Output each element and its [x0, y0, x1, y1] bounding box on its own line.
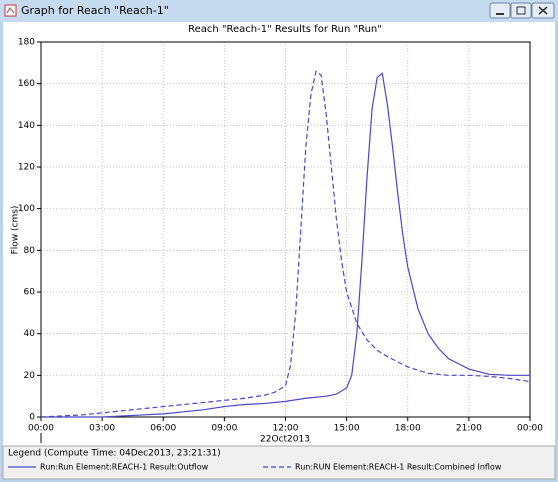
y-tick-label: 0	[29, 413, 35, 423]
y-tick-label: 120	[18, 163, 35, 173]
legend-panel	[2, 445, 556, 480]
y-tick-label: 100	[18, 204, 35, 214]
x-tick-label: 21:00	[456, 424, 482, 434]
x-tick-label: 15:00	[334, 424, 360, 434]
x-tick-label: 06:00	[150, 424, 176, 434]
legend-label: Run:RUN Element:REACH-1 Result:Combined …	[295, 463, 502, 472]
legend-title: Legend (Compute Time: 04Dec2013, 23:21:3…	[8, 449, 221, 459]
maximize-button[interactable]	[510, 2, 532, 19]
series-line	[41, 72, 530, 418]
series-line	[40, 70, 531, 418]
x-sublabel: 22Oct2013	[260, 435, 310, 445]
y-axis-label: Flow (cms)	[11, 206, 21, 255]
x-tick-label: 18:00	[395, 424, 421, 434]
chart-title: Reach "Reach-1" Results for Run "Run"	[188, 24, 382, 35]
y-tick-label: 160	[18, 79, 35, 89]
app-icon-glyph	[6, 7, 15, 14]
x-tick-label: 03:00	[89, 424, 115, 434]
y-tick-label: 20	[24, 371, 36, 381]
window-title: Graph for Reach "Reach-1"	[21, 4, 169, 17]
legend-label: Run:Run Element:REACH-1 Result:Outflow	[40, 463, 209, 472]
x-tick-label: 09:00	[211, 424, 237, 434]
x-tick-label: 12:00	[273, 424, 299, 434]
close-glyph	[538, 6, 548, 15]
y-tick-label: 180	[18, 38, 35, 48]
maximize-glyph	[516, 6, 526, 15]
app-icon	[4, 4, 17, 17]
x-tick-label: 00:00	[517, 424, 543, 434]
title-bar	[0, 0, 558, 22]
y-tick-label: 60	[24, 288, 36, 298]
y-tick-label: 140	[18, 121, 35, 131]
x-tick-label: 00:00	[28, 424, 54, 434]
y-tick-label: 40	[24, 329, 36, 339]
chart-panel	[3, 22, 555, 446]
minimize-button[interactable]	[489, 2, 511, 19]
plot-frame	[40, 41, 531, 418]
y-tick-label: 80	[24, 246, 36, 256]
